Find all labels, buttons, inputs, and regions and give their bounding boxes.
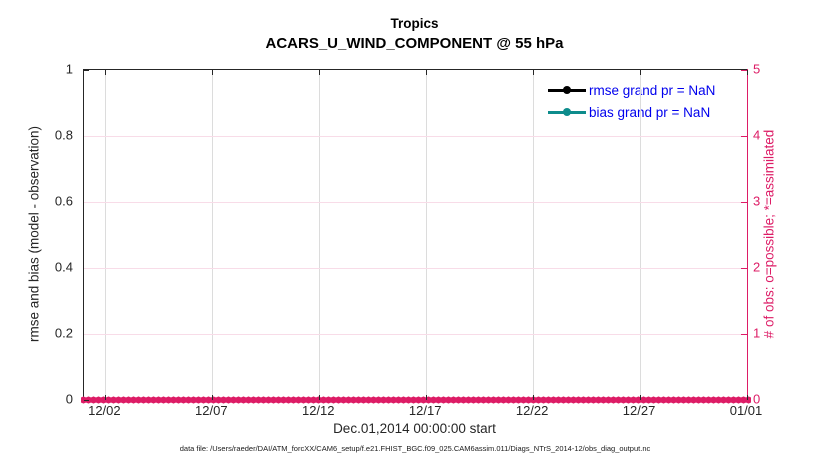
x-tick-mark [746, 395, 748, 400]
x-tick-mark-top [639, 70, 641, 75]
right-y-tick-mark [741, 268, 747, 269]
gridline-horizontal [84, 334, 747, 335]
gridline-vertical [212, 70, 214, 400]
gridline-vertical [319, 70, 321, 400]
right-y-tick-mark [741, 136, 747, 137]
x-tick-mark-top [425, 70, 427, 75]
x-tick-mark [532, 395, 534, 400]
right-y-axis-title: # of obs: o=possible; *=assimilated [761, 129, 777, 339]
x-tick-label: 12/12 [301, 403, 335, 418]
legend-label: bias grand pr = NaN [589, 104, 711, 120]
x-tick-mark [318, 395, 320, 400]
x-tick-mark-top [211, 70, 213, 75]
x-axis-title: Dec.01,2014 00:00:00 start [333, 421, 496, 436]
x-tick-mark [104, 395, 106, 400]
right-y-tick-label: 5 [753, 61, 761, 77]
right-y-tick-label: 4 [753, 127, 761, 143]
x-tick-mark-top [104, 70, 106, 75]
x-tick-label: 12/02 [88, 403, 121, 418]
legend-label: rmse grand pr = NaN [589, 82, 716, 98]
legend-entry: bias grand pr = NaN [548, 101, 715, 123]
gridline-vertical [640, 70, 642, 400]
x-tick-label: 12/27 [622, 403, 656, 418]
right-y-tick-label: 0 [753, 391, 761, 407]
left-y-tick-label: 1 [65, 61, 73, 77]
x-tick-label: 12/07 [195, 403, 228, 418]
legend-line-sample [548, 86, 586, 95]
gridline-horizontal [84, 136, 747, 137]
left-y-tick-mark [84, 70, 89, 71]
plot-area: rmse grand pr = NaN bias grand pr = NaN [81, 69, 751, 405]
chart-title-variable: ACARS_U_WIND_COMPONENT @ 55 hPa [265, 35, 564, 52]
left-y-tick-label: 0.4 [54, 259, 73, 275]
legend-marker-dot [563, 86, 571, 94]
right-y-tick-label: 3 [753, 193, 761, 209]
gridline-horizontal [84, 268, 747, 269]
x-tick-label: 12/22 [515, 403, 549, 418]
legend-line-sample [548, 108, 586, 117]
right-y-tick-label: 2 [753, 259, 761, 275]
gridline-horizontal [84, 202, 747, 203]
right-y-tick-label: 1 [753, 325, 761, 341]
x-tick-mark-top [746, 70, 748, 75]
x-tick-mark-top [532, 70, 534, 75]
x-tick-mark [211, 395, 213, 400]
left-y-tick-label: 0.2 [54, 325, 73, 341]
gridline-vertical [426, 70, 428, 400]
left-y-tick-mark [84, 400, 89, 401]
x-tick-mark [425, 395, 427, 400]
left-y-tick-label: 0.8 [54, 127, 73, 143]
right-y-tick-mark [741, 202, 747, 203]
legend-marker-dot [563, 108, 571, 116]
x-tick-mark [639, 395, 641, 400]
obs-count-marker-band [81, 395, 751, 405]
legend-entry: rmse grand pr = NaN [548, 79, 715, 101]
x-tick-label: 01/01 [729, 403, 763, 418]
legend: rmse grand pr = NaN bias grand pr = NaN [548, 79, 715, 123]
left-y-tick-label: 0 [65, 391, 73, 407]
left-y-tick-label: 0.6 [54, 193, 73, 209]
right-y-tick-mark [741, 400, 747, 401]
chart-title-region: Tropics [390, 16, 439, 31]
right-y-tick-mark [741, 70, 747, 71]
right-y-tick-mark [741, 334, 747, 335]
right-axis-spine [747, 69, 748, 401]
x-tick-label: 12/17 [408, 403, 442, 418]
data-file-footnote: data file: /Users/raeder/DAI/ATM_forcXX/… [179, 444, 651, 453]
left-y-axis-title: rmse and bias (model - observation) [26, 125, 42, 343]
gridline-vertical [533, 70, 535, 400]
x-tick-mark-top [318, 70, 320, 75]
gridline-vertical [105, 70, 107, 400]
